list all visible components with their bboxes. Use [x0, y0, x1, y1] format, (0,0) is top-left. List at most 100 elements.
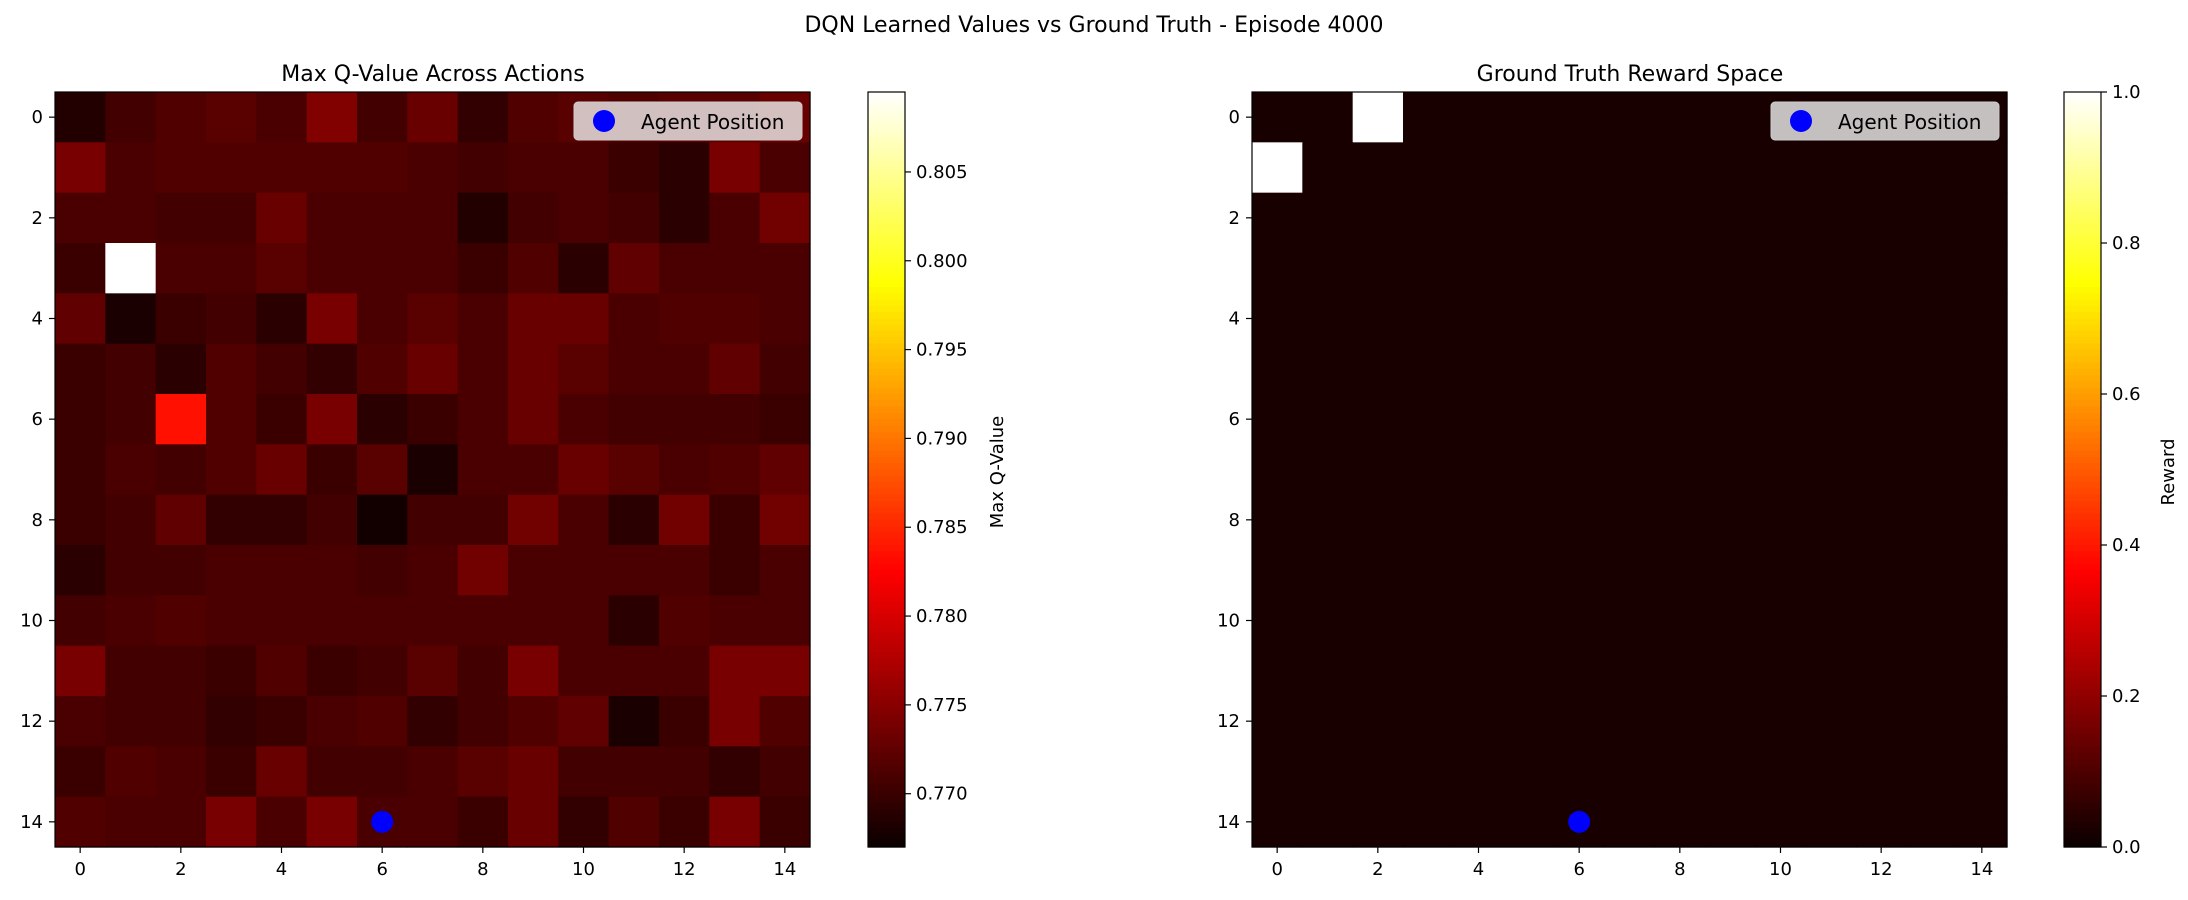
heatmap-cell [155, 746, 207, 798]
colorbar-segment [868, 488, 905, 496]
heatmap-cell [1805, 343, 1857, 395]
heatmap-cell [407, 545, 459, 596]
colorbar-segment [2064, 727, 2101, 735]
colorbar-segment [2064, 796, 2101, 804]
heatmap-cell [1503, 243, 1555, 294]
heatmap-cell [1403, 595, 1454, 647]
heatmap-cell [1453, 192, 1505, 244]
colorbar-segment [2064, 98, 2101, 106]
heatmap-cell [1604, 444, 1656, 496]
heatmap-cell [1705, 545, 1756, 596]
heatmap-cell [155, 545, 207, 596]
colorbar-segment [2064, 834, 2101, 842]
heatmap-cell [155, 494, 207, 546]
heatmap-cell [357, 394, 408, 445]
heatmap-cell [558, 243, 610, 294]
heatmap-cell [306, 92, 358, 143]
heatmap-cell [759, 494, 811, 546]
heatmap-cell [357, 343, 408, 395]
heatmap-cell [608, 696, 660, 747]
heatmap-cell [1503, 444, 1555, 496]
y-tick-label: 12 [20, 711, 43, 732]
y-tick-label: 2 [32, 208, 43, 229]
q-value-legend: Agent Position [573, 101, 803, 141]
heatmap-cell [759, 142, 811, 194]
colorbar-segment [868, 236, 905, 244]
heatmap-cell [1906, 696, 1958, 747]
colorbar-segment [868, 167, 905, 175]
legend-agent-marker-icon [1790, 110, 1812, 132]
colorbar-segment [868, 828, 905, 836]
legend-label: Agent Position [641, 110, 784, 134]
colorbar-segment [2064, 545, 2101, 552]
colorbar-segment [2064, 337, 2101, 345]
heatmap-cell [105, 796, 157, 848]
colorbar-segment [2064, 180, 2101, 187]
heatmap-cell [1403, 494, 1454, 546]
colorbar-segment [868, 595, 905, 603]
colorbar-segment [868, 815, 905, 823]
heatmap-cell [558, 293, 610, 345]
reward-legend: Agent Position [1770, 101, 2000, 141]
colorbar-segment [2064, 469, 2101, 477]
heatmap-cell [1503, 394, 1555, 445]
heatmap-cell [1755, 746, 1807, 798]
heatmap-cell [709, 796, 761, 848]
colorbar-segment [2064, 526, 2101, 534]
heatmap-cell [709, 394, 761, 445]
heatmap-cell [709, 645, 761, 697]
heatmap-cell [1755, 293, 1807, 345]
colorbar-segment [868, 305, 905, 313]
heatmap-cell [1604, 746, 1656, 798]
y-tick-label: 12 [1217, 711, 1240, 732]
colorbar-segment [2064, 513, 2101, 521]
colorbar-segment [868, 337, 905, 345]
heatmap-cell [1705, 595, 1756, 647]
heatmap-cell [206, 444, 257, 496]
q-value-colorbar-label: Max Q-Value [987, 416, 1008, 528]
heatmap-cell [457, 545, 509, 596]
heatmap-cell [508, 796, 559, 848]
heatmap-cell [55, 394, 106, 445]
colorbar-segment [868, 142, 905, 150]
colorbar-segment [868, 406, 905, 414]
colorbar-segment [868, 412, 905, 420]
heatmap-cell [1453, 92, 1505, 143]
colorbar-segment [868, 677, 905, 685]
colorbar-segment [2064, 110, 2101, 118]
heatmap-cell [1403, 796, 1454, 848]
heatmap-cell [1453, 293, 1505, 345]
colorbar-segment [868, 614, 905, 622]
colorbar-segment [2064, 136, 2101, 143]
colorbar-segment [868, 601, 905, 609]
heatmap-cell [1252, 243, 1303, 294]
heatmap-cell [1453, 545, 1505, 596]
heatmap-cell [508, 645, 559, 697]
heatmap-cell [357, 142, 408, 194]
colorbar-segment [868, 733, 905, 741]
heatmap-cell [1856, 796, 1907, 848]
colorbar-segment [868, 129, 905, 137]
colorbar-segment [868, 620, 905, 628]
colorbar-segment [2064, 243, 2101, 250]
colorbar-segment [868, 205, 905, 213]
colorbar-segment [868, 312, 905, 320]
colorbar-segment [2064, 192, 2101, 200]
colorbar-segment [868, 136, 905, 143]
colorbar-segment [2064, 123, 2101, 131]
heatmap-cell [1755, 696, 1807, 747]
heatmap-cell [1805, 595, 1857, 647]
heatmap-cell [1604, 92, 1656, 143]
heatmap-cell [1956, 192, 2008, 244]
heatmap-cell [306, 243, 358, 294]
heatmap-cell [55, 444, 106, 496]
colorbar-tick-label: 0.6 [2112, 384, 2141, 405]
colorbar-segment [2064, 482, 2101, 489]
heatmap-cell [55, 494, 106, 546]
heatmap-cell [1654, 444, 1706, 496]
colorbar-segment [868, 551, 905, 559]
heatmap-cell [1352, 645, 1404, 697]
heatmap-cell [759, 595, 811, 647]
colorbar-segment [2064, 148, 2101, 156]
colorbar-segment [2064, 777, 2101, 785]
